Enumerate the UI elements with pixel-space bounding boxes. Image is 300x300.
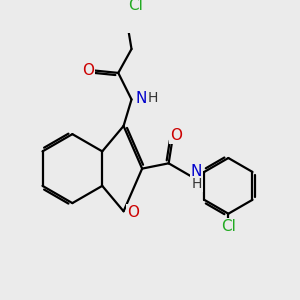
Text: H: H xyxy=(148,91,158,105)
Text: N: N xyxy=(191,164,202,179)
Text: Cl: Cl xyxy=(221,219,236,234)
Text: H: H xyxy=(191,177,202,191)
Text: O: O xyxy=(82,63,94,78)
Text: Cl: Cl xyxy=(128,0,143,13)
Text: O: O xyxy=(127,205,139,220)
Text: O: O xyxy=(171,128,183,143)
Text: N: N xyxy=(135,91,146,106)
